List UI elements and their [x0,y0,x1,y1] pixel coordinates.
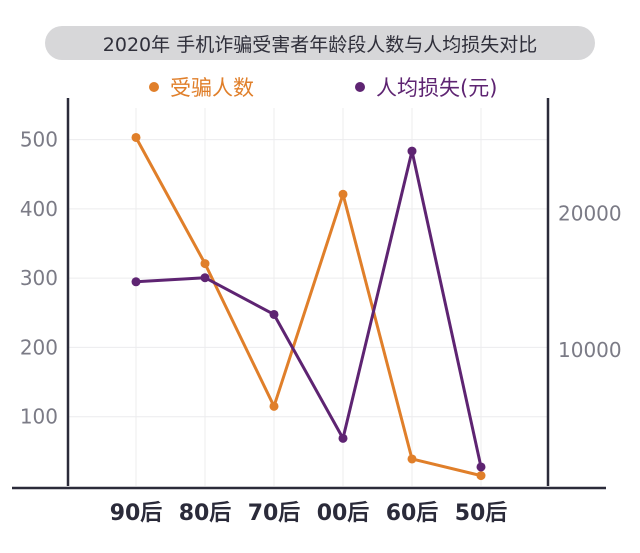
category-label: 80后 [179,501,232,526]
series-line-0 [134,136,482,478]
left-tick-label: 300 [20,266,58,290]
data-point [476,462,486,472]
legend-marker [149,82,159,92]
series-line-1 [135,149,483,468]
right-tick-label: 10000 [558,338,622,362]
right-tick-label: 20000 [558,202,622,226]
data-point [269,309,279,319]
category-labels: 90后 80后 70后 00后 60后 50后 [110,501,508,526]
left-tick-label: 500 [20,128,58,152]
category-label: 00后 [317,501,370,526]
category-label: 60后 [386,501,439,526]
left-axis-ticks: 100 200 300 400 500 [20,128,58,429]
grid [68,108,548,486]
chart-title: 2020年 手机诈骗受害者年龄段人数与人均损失对比 [45,26,595,60]
category-label: 50后 [455,501,508,526]
legend: 受骗人数 人均损失(元) [149,76,497,100]
data-point [269,401,279,411]
data-point [476,471,486,481]
right-axis-ticks: 10000 20000 [558,202,622,362]
left-tick-label: 400 [20,197,58,221]
legend-label: 受骗人数 [170,76,254,100]
axes [12,98,606,490]
data-point [407,146,417,156]
series-layer [131,132,486,481]
data-point [131,277,141,287]
legend-label: 人均损失(元) [376,76,497,100]
left-tick-label: 200 [20,335,58,359]
legend-marker [355,82,365,92]
left-tick-label: 100 [20,405,58,429]
data-point [338,189,348,199]
category-label: 90后 [110,501,163,526]
data-point [407,454,417,464]
data-point [338,433,348,443]
data-point [200,259,210,269]
data-point [200,273,210,283]
data-point [131,132,141,142]
category-label: 70后 [248,501,301,526]
